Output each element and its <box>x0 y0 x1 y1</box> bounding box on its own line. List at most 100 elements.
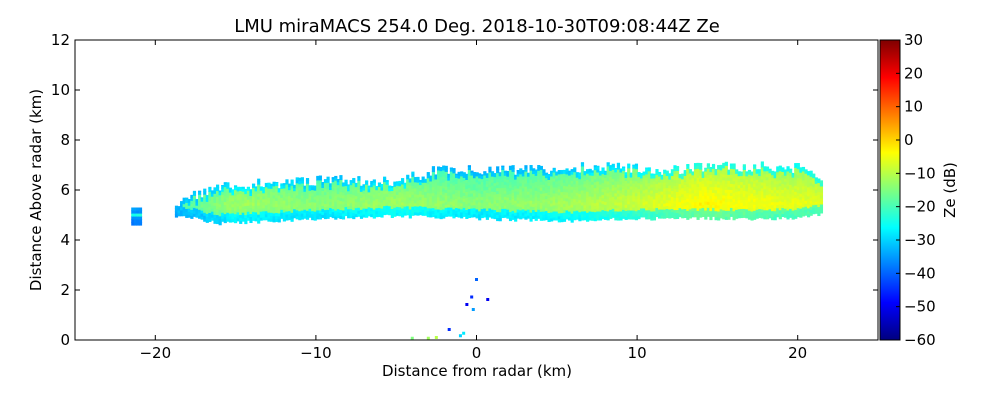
reflectivity-cell <box>195 208 199 212</box>
reflectivity-cell <box>565 173 569 178</box>
reflectivity-cell <box>249 192 253 197</box>
reflectivity-cell <box>241 209 245 213</box>
reflectivity-cell <box>246 205 251 209</box>
reflectivity-cell <box>604 180 608 184</box>
reflectivity-cell <box>429 207 433 212</box>
reflectivity-cell <box>226 206 230 210</box>
reflectivity-cell <box>493 182 497 187</box>
reflectivity-cell <box>537 215 541 219</box>
reflectivity-cell <box>290 218 294 222</box>
reflectivity-cell <box>226 182 230 186</box>
reflectivity-cell <box>665 202 669 207</box>
reflectivity-cell <box>755 191 759 195</box>
reflectivity-cell <box>293 184 297 189</box>
reflectivity-cell <box>768 193 772 198</box>
reflectivity-cell <box>362 201 366 206</box>
reflectivity-cell <box>747 183 752 187</box>
reflectivity-cell <box>236 199 240 204</box>
reflectivity-cell <box>655 195 659 200</box>
reflectivity-cell <box>472 180 477 185</box>
reflectivity-cell <box>609 167 613 171</box>
reflectivity-cell <box>344 200 348 205</box>
reflectivity-cell <box>192 198 197 202</box>
reflectivity-cell <box>203 191 207 195</box>
reflectivity-cell <box>269 194 274 198</box>
reflectivity-cell <box>244 188 248 192</box>
reflectivity-cell <box>665 193 669 198</box>
reflectivity-cell <box>755 197 759 201</box>
reflectivity-cell <box>791 177 795 181</box>
reflectivity-cell <box>539 193 543 197</box>
reflectivity-cell <box>673 191 677 196</box>
reflectivity-cell <box>534 184 538 188</box>
reflectivity-cell <box>717 189 721 194</box>
reflectivity-cell <box>300 203 304 208</box>
reflectivity-cell <box>514 188 518 192</box>
reflectivity-cell <box>745 178 749 183</box>
speckle-point <box>486 298 490 301</box>
reflectivity-cell <box>241 188 245 192</box>
reflectivity-cell <box>699 184 703 188</box>
reflectivity-cell <box>293 199 297 204</box>
reflectivity-cell <box>657 190 662 195</box>
reflectivity-cell <box>611 208 615 212</box>
reflectivity-cell <box>575 189 579 193</box>
reflectivity-cell <box>686 198 690 202</box>
reflectivity-cell <box>282 190 286 195</box>
reflectivity-cell <box>753 186 757 190</box>
reflectivity-cell <box>308 214 312 218</box>
reflectivity-cell <box>652 216 657 221</box>
reflectivity-cell <box>675 170 680 174</box>
reflectivity-cell <box>526 179 531 183</box>
reflectivity-cell <box>457 184 461 188</box>
reflectivity-cell <box>490 171 495 174</box>
reflectivity-cell <box>619 207 623 212</box>
reflectivity-cell <box>616 210 621 215</box>
reflectivity-cell <box>185 211 189 215</box>
reflectivity-cell <box>717 210 721 215</box>
reflectivity-cell <box>174 205 179 209</box>
reflectivity-cell <box>436 166 441 168</box>
reflectivity-cell <box>614 195 618 200</box>
reflectivity-cell <box>642 189 646 194</box>
reflectivity-cell <box>604 204 608 208</box>
reflectivity-cell <box>668 196 672 201</box>
reflectivity-cell <box>611 163 615 167</box>
reflectivity-cell <box>660 206 664 210</box>
reflectivity-cell <box>182 203 186 208</box>
reflectivity-cell <box>377 198 382 202</box>
reflectivity-cell <box>390 196 394 201</box>
reflectivity-cell <box>555 183 559 188</box>
reflectivity-cell <box>663 206 667 210</box>
reflectivity-cell <box>452 196 456 201</box>
reflectivity-cell <box>696 174 700 178</box>
reflectivity-cell <box>555 216 559 221</box>
reflectivity-cell <box>226 203 230 207</box>
reflectivity-cell <box>462 174 466 178</box>
reflectivity-cell <box>624 174 628 178</box>
reflectivity-cell <box>688 187 692 192</box>
reflectivity-cell <box>267 191 271 195</box>
reflectivity-cell <box>609 194 613 198</box>
reflectivity-cell <box>416 176 420 180</box>
reflectivity-cell <box>675 215 680 219</box>
reflectivity-cell <box>321 190 325 194</box>
reflectivity-cell <box>303 206 307 210</box>
reflectivity-cell <box>323 215 328 220</box>
reflectivity-cell <box>789 202 793 206</box>
reflectivity-cell <box>750 186 754 191</box>
reflectivity-cell <box>449 168 454 172</box>
reflectivity-cell <box>305 192 310 196</box>
reflectivity-cell <box>398 200 402 205</box>
reflectivity-cell <box>290 179 294 183</box>
reflectivity-cell <box>606 177 610 182</box>
reflectivity-cell <box>426 195 430 200</box>
reflectivity-cell <box>529 206 533 210</box>
reflectivity-cell <box>321 214 325 218</box>
reflectivity-cell <box>547 215 551 219</box>
reflectivity-cell <box>182 200 186 205</box>
reflectivity-cell <box>601 203 605 208</box>
reflectivity-cell <box>365 180 369 182</box>
reflectivity-cell <box>639 207 644 212</box>
reflectivity-cell <box>424 188 428 192</box>
